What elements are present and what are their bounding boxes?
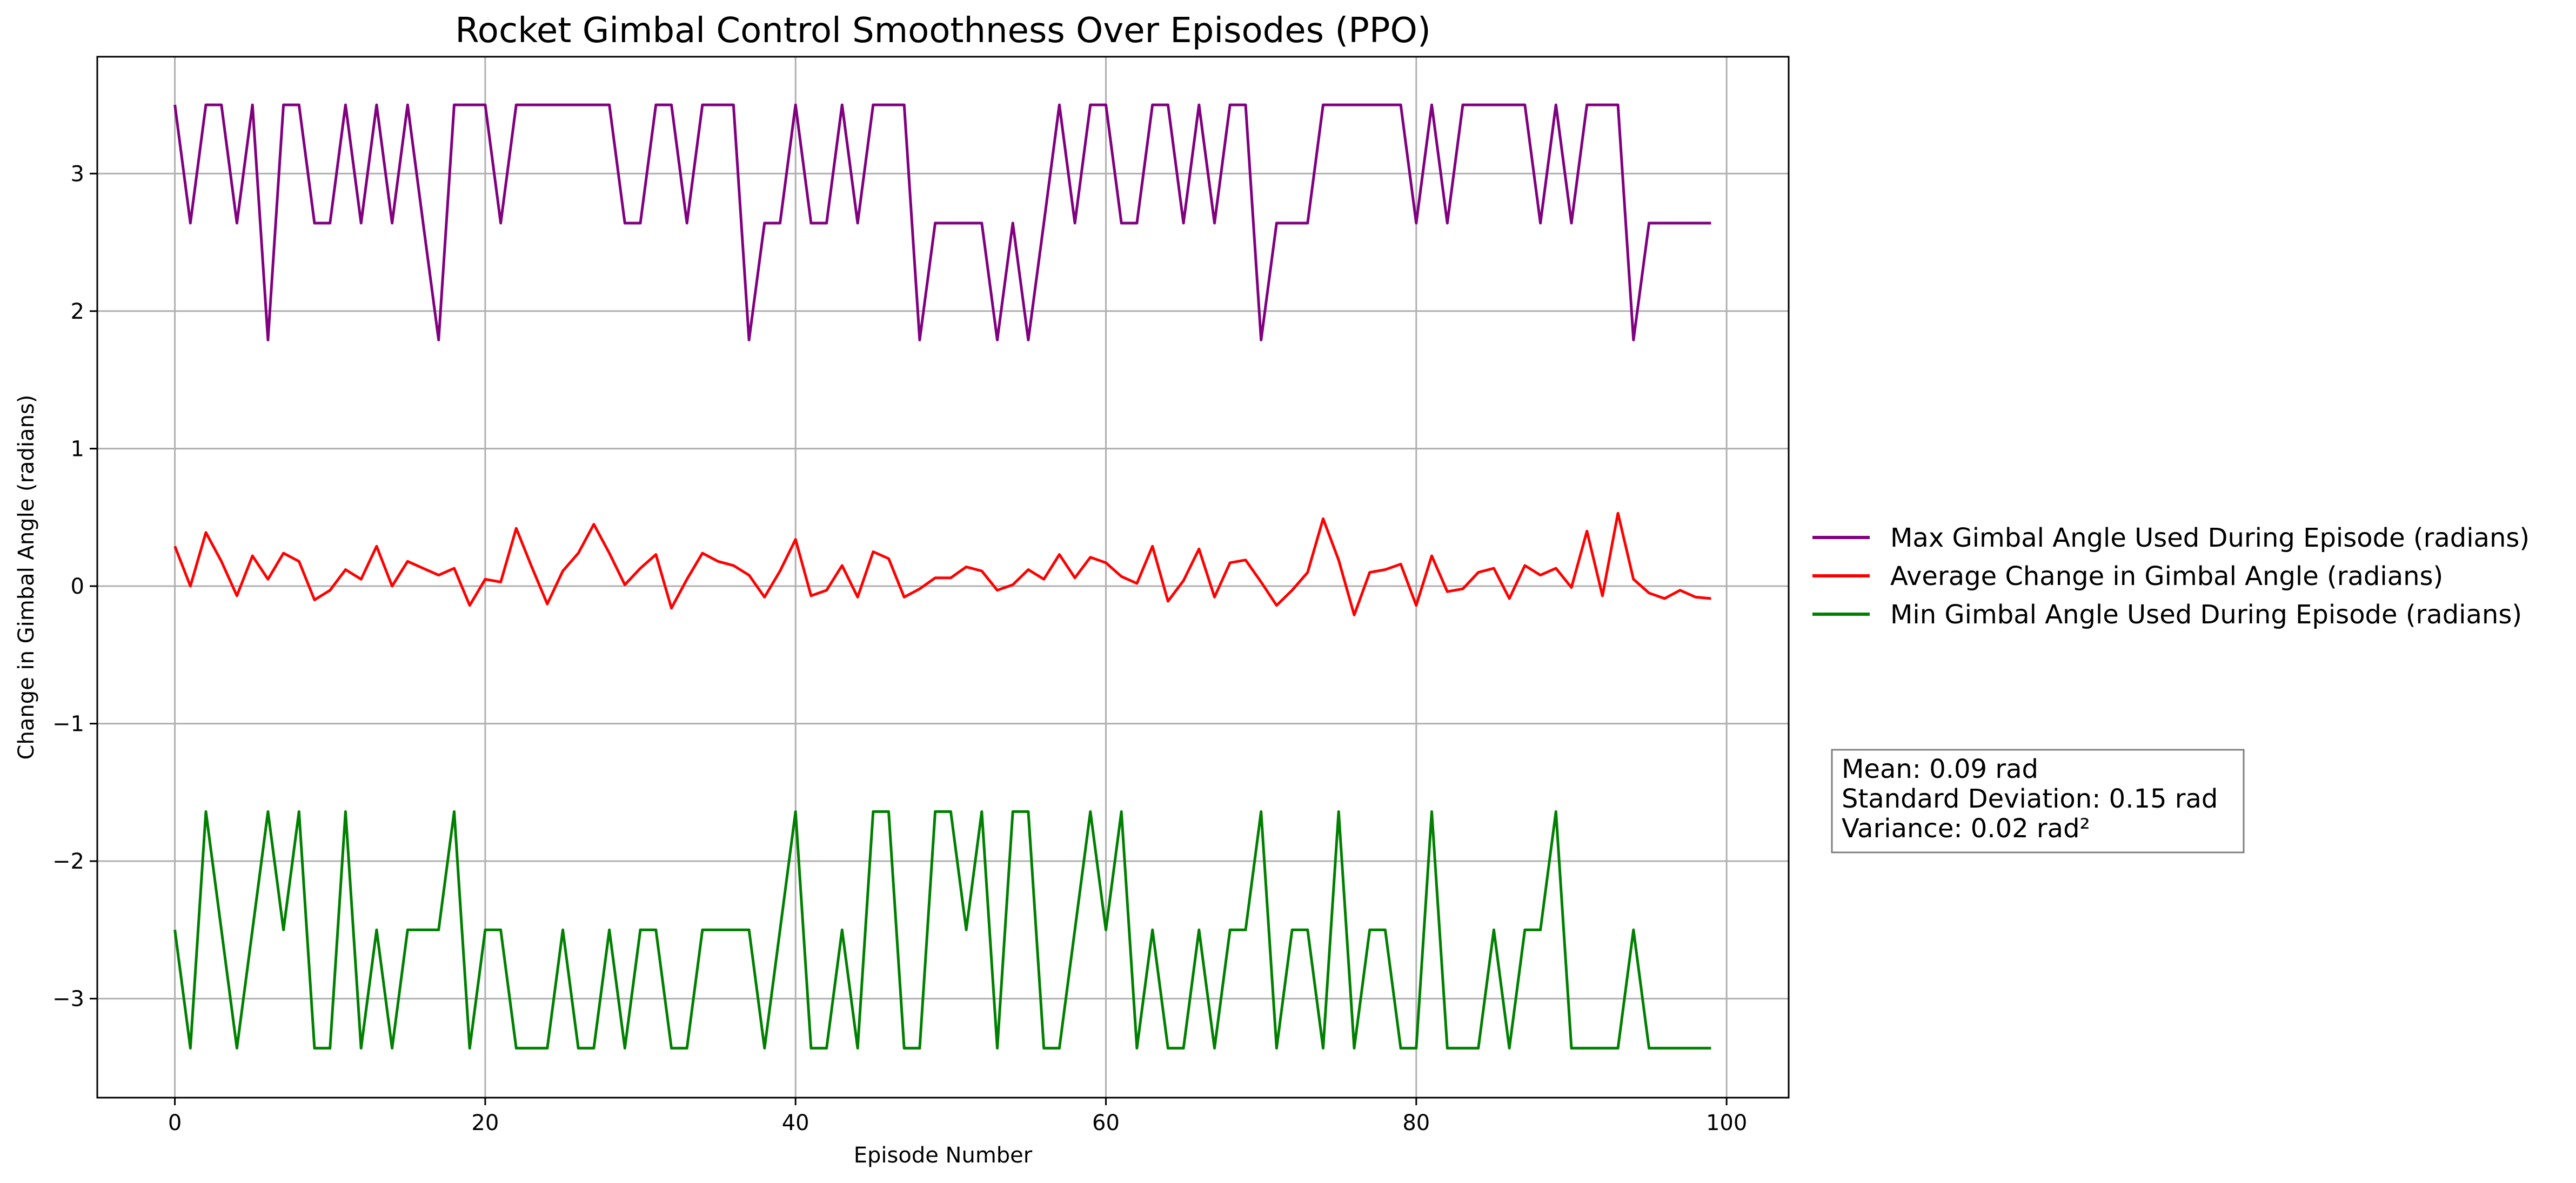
- stats-mean: Mean: 0.09 rad: [1842, 754, 2038, 784]
- y-tick-label: 0: [71, 574, 84, 599]
- y-tick-label: 1: [71, 436, 84, 461]
- y-tick-label: −3: [52, 987, 84, 1012]
- legend-label-1: Average Change in Gimbal Angle (radians): [1890, 561, 2443, 592]
- x-tick-label: 100: [1706, 1111, 1747, 1135]
- x-tick-label: 60: [1092, 1111, 1120, 1135]
- plot-frame: [96, 56, 1790, 1099]
- grid-lines: [97, 57, 1789, 1098]
- stats-box: Mean: 0.09 rad Standard Deviation: 0.15 …: [1831, 749, 2245, 853]
- legend-label-0: Max Gimbal Angle Used During Episode (ra…: [1890, 523, 2530, 553]
- y-tick-label: 2: [71, 299, 84, 324]
- legend: Max Gimbal Angle Used During Episode (ra…: [1812, 523, 2530, 630]
- stats-std-dev: Standard Deviation: 0.15 rad: [1842, 784, 2218, 814]
- x-tick-label: 40: [782, 1111, 809, 1135]
- y-axis-label: Change in Gimbal Angle (radians): [14, 395, 39, 760]
- axis-ticks: 0 20 40 60 80 100 −3 −2 −1 0 1 2 3: [52, 162, 1747, 1135]
- stats-variance: Variance: 0.02 rad²: [1842, 814, 2090, 844]
- x-tick-label: 80: [1402, 1111, 1430, 1135]
- y-tick-label: −2: [52, 849, 84, 874]
- y-tick-label: −1: [52, 712, 84, 737]
- series-line-0: [173, 103, 1711, 341]
- x-tick-label: 20: [471, 1111, 499, 1135]
- series-lines: [173, 103, 1711, 1050]
- series-line-1: [173, 512, 1711, 616]
- x-tick-label: 0: [168, 1111, 182, 1135]
- series-line-2: [173, 810, 1711, 1050]
- chart-title: Rocket Gimbal Control Smoothness Over Ep…: [455, 11, 1431, 51]
- x-axis-label: Episode Number: [854, 1143, 1033, 1168]
- stats-box-frame: [1831, 749, 2245, 853]
- legend-label-2: Min Gimbal Angle Used During Episode (ra…: [1890, 600, 2522, 630]
- y-tick-label: 3: [71, 162, 84, 186]
